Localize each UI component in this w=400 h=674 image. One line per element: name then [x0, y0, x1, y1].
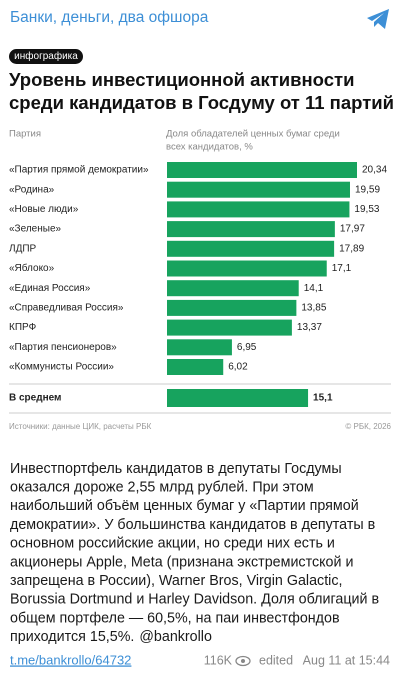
value-label: 19,59 — [355, 184, 380, 195]
post-text-line: акционеры Apple, Meta (признана экстреми… — [10, 554, 353, 570]
value-label: 13,85 — [301, 303, 326, 314]
value-label: 20,34 — [362, 165, 387, 176]
mention[interactable]: @bankrollo — [139, 629, 212, 645]
category-label: ЛДПР — [9, 243, 37, 254]
value-label: 6,02 — [228, 362, 248, 373]
bar — [167, 201, 350, 218]
post-text-line: демократии». У большинства кандидатов в … — [10, 517, 375, 533]
date: Aug 11 at 15:44 — [303, 653, 390, 667]
column-header: всех кандидатов, % — [166, 142, 253, 153]
post-link[interactable]: t.me/bankrollo/64732 — [10, 652, 131, 667]
category-label: «Единая Россия» — [9, 283, 91, 294]
category-label: «Коммунисты России» — [9, 362, 114, 373]
views: 116K — [204, 653, 233, 667]
bar — [167, 181, 350, 198]
category-label: «Родина» — [9, 184, 55, 195]
value-label: 6,95 — [237, 342, 257, 353]
telegram-icon[interactable] — [367, 9, 389, 29]
column-header: Доля обладателей ценных бумаг среди — [166, 129, 340, 140]
value-label: 17,97 — [340, 224, 365, 235]
average-bar — [167, 389, 309, 407]
category-label: «Новые люди» — [9, 204, 79, 215]
tag: инфографика — [14, 50, 78, 62]
value-label: 19,53 — [354, 204, 379, 215]
post-text-line: Инвестпортфель кандидатов в депутаты Гос… — [10, 461, 342, 477]
value-label: 14,1 — [304, 283, 324, 294]
category-label: «Партия прямой демократии» — [9, 165, 149, 176]
bar — [167, 299, 297, 316]
bar — [167, 162, 357, 178]
category-label: КПРФ — [9, 322, 37, 333]
value-label: 13,37 — [297, 322, 322, 333]
channel-name[interactable]: Банки, деньги, два офшора — [10, 9, 209, 26]
post-text-line: общем портфеле — 60,5%, на паи инвестфон… — [10, 610, 340, 626]
average-value-label: 15,1 — [313, 393, 333, 404]
chart-title: среди кандидатов в Госдуму от 11 партий — [9, 92, 394, 113]
post-text-line: наибольший объём ценных бумаг у «Партии … — [10, 498, 359, 514]
category-label: «Справедливая Россия» — [9, 303, 124, 314]
value-label: 17,89 — [339, 243, 364, 254]
copyright: © РБК, 2026 — [345, 422, 391, 431]
source: Источники: данные ЦИК, расчеты РБК — [9, 422, 152, 431]
value-label: 17,1 — [332, 263, 352, 274]
bar — [167, 359, 224, 375]
bar — [167, 280, 299, 297]
bar — [167, 319, 292, 336]
eye-icon — [235, 655, 251, 667]
post-text-line: основном российские акции, но среди них … — [10, 536, 335, 552]
post-text-line: приходится 15,5%. — [10, 629, 134, 645]
chart-title: Уровень инвестиционной активности — [9, 69, 354, 90]
category-label: «Яблоко» — [9, 262, 55, 274]
bar — [167, 221, 335, 238]
bar — [167, 240, 335, 257]
column-header: Партия — [9, 129, 41, 140]
bar — [167, 260, 327, 277]
post-text-line: Borussia Dortmund и Harley Davidson. Дол… — [10, 592, 379, 608]
category-label: «Зеленые» — [9, 224, 61, 235]
edited: edited — [259, 653, 293, 667]
post-text-line: оказался дороже 2,55 млрд рублей. При эт… — [10, 479, 314, 495]
tag-pill — [9, 49, 83, 64]
post-text-line: запрещена в России), Warner Bros, Virgin… — [10, 573, 342, 589]
average-label: В среднем — [9, 393, 61, 404]
category-label: «Партия пенсионеров» — [9, 342, 117, 353]
bar — [167, 339, 232, 356]
